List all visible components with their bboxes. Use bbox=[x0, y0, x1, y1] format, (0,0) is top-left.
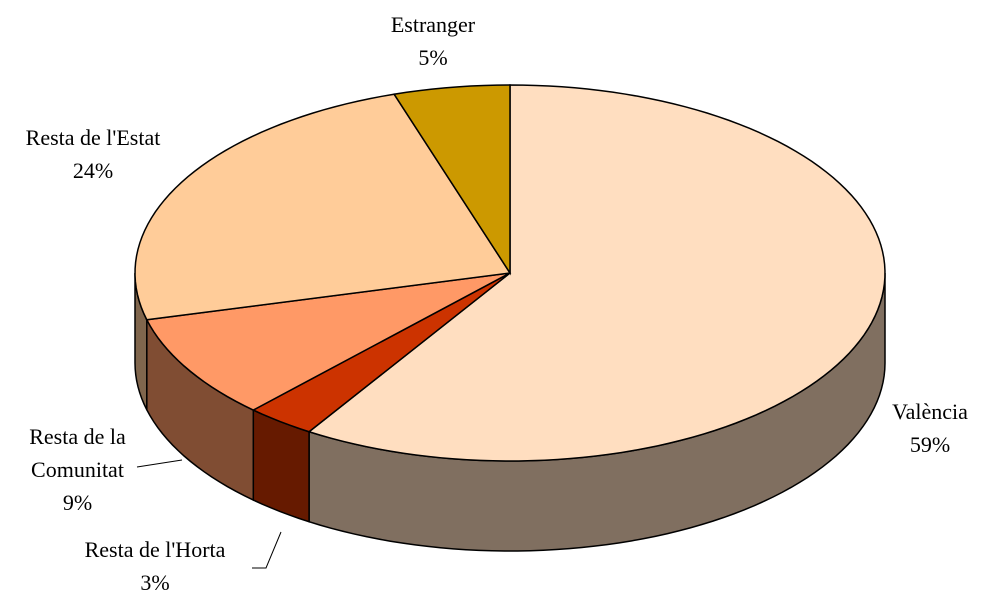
pie-sides bbox=[134, 272, 886, 552]
value-label: 9% bbox=[62, 490, 93, 515]
leader-line bbox=[136, 459, 183, 468]
slice-label: Resta de l'Estat 24% bbox=[0, 121, 186, 187]
category-label: Resta de l'Estat bbox=[25, 125, 161, 150]
slice-label: Estranger 5% bbox=[353, 8, 513, 74]
category-label: Resta de l'Horta bbox=[84, 537, 226, 562]
pie-slice bbox=[251, 272, 511, 433]
leader-line bbox=[252, 531, 282, 569]
pie-slice bbox=[392, 84, 511, 276]
slice-label: Resta de la Comunitat 9% bbox=[10, 420, 145, 519]
slice-label: València 59% bbox=[870, 395, 981, 461]
pie-tops bbox=[134, 84, 886, 462]
value-label: 59% bbox=[909, 432, 951, 457]
value-label: 3% bbox=[140, 570, 170, 592]
pie-slice bbox=[307, 84, 886, 462]
category-label: Estranger bbox=[390, 12, 476, 37]
slice-label: Resta de l'Horta 3% bbox=[55, 533, 255, 592]
category-label: Resta de la Comunitat bbox=[29, 424, 126, 482]
value-label: 24% bbox=[72, 158, 114, 183]
category-label: València bbox=[892, 399, 968, 424]
pie-slice bbox=[134, 93, 512, 321]
pie-slice bbox=[145, 272, 511, 411]
value-label: 5% bbox=[418, 45, 448, 70]
